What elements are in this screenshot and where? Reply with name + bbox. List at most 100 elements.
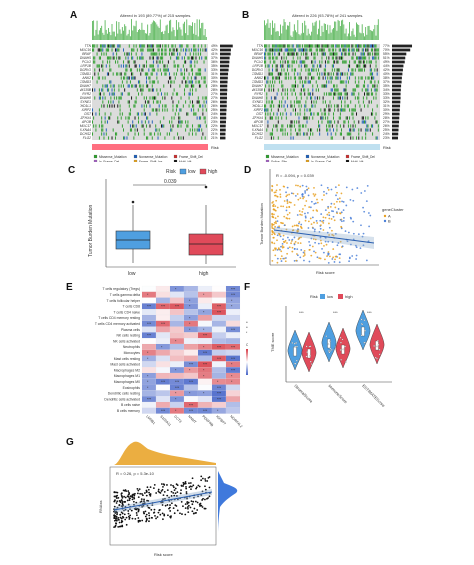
gene-label: RYR2: [82, 92, 91, 96]
mutation-cell: [203, 76, 205, 80]
mutation-cell: [115, 136, 116, 140]
g-point: [128, 491, 130, 494]
g-point: [192, 484, 195, 487]
mutation-cell: [375, 60, 377, 64]
gene-bar: [220, 80, 228, 84]
mutation-cell: [124, 76, 126, 80]
d-point: [285, 195, 288, 198]
mutation-cell: [361, 116, 363, 120]
mutation-cell: [358, 68, 360, 72]
mutation-cell: [266, 108, 268, 112]
mutation-cell: [308, 72, 310, 76]
top-bar: [264, 20, 265, 40]
mutation-cell: [300, 92, 302, 96]
mutation-cell: [324, 108, 326, 112]
mutation-cell: [116, 56, 118, 60]
mutation-cell: [189, 64, 191, 68]
d-point: [273, 213, 275, 216]
mutation-cell: [128, 92, 130, 96]
mutation-cell: [144, 100, 146, 104]
heatmap-sig: ***: [217, 386, 222, 390]
g-point: [115, 495, 117, 498]
mutation-cell: [111, 92, 113, 96]
mutation-cell: [316, 72, 318, 76]
heatmap-col-label: IGFBP7: [215, 414, 226, 425]
mutation-cell: [375, 44, 377, 48]
d-point: [331, 229, 333, 232]
mutation-cell: [327, 76, 329, 80]
mutation-cell: [142, 124, 144, 128]
d-point: [351, 188, 354, 191]
mutation-cell: [319, 76, 321, 80]
mutation-cell: [192, 124, 193, 128]
mutation-cell: [345, 116, 347, 120]
mutation-cell: [201, 44, 203, 48]
mutation-cell: [108, 44, 110, 48]
mutation-cell: [172, 108, 174, 112]
d-point: [339, 240, 342, 243]
mutation-cell: [298, 76, 300, 80]
legend-swatch: [345, 159, 350, 162]
heatmap-sig: *: [147, 386, 149, 390]
mutation-cell: [198, 72, 200, 76]
g-point: [119, 516, 122, 519]
mutation-cell: [272, 72, 273, 76]
mutation-cell: [324, 116, 326, 120]
mutation-cell: [156, 76, 158, 80]
top-bar: [293, 24, 295, 40]
mutation-cell: [343, 88, 345, 92]
g-point: [198, 503, 201, 506]
mutation-cell: [347, 120, 349, 124]
mutation-cell: [278, 100, 280, 104]
mutation-cell: [329, 128, 331, 132]
mutation-cell: [301, 44, 303, 48]
heatmap-cell: [198, 396, 212, 402]
g-point: [188, 482, 190, 485]
mutation-cell: [148, 100, 150, 104]
gene-label: ADGRV1: [252, 68, 263, 72]
mutation-cell: [331, 88, 333, 92]
mutation-cell: [321, 44, 323, 48]
mutation-cell: [362, 100, 364, 104]
mutation-cell: [308, 92, 310, 96]
mutation-cell: [118, 96, 120, 100]
legend-label: Nonsense_Mutation: [139, 155, 168, 159]
mutation-cell: [345, 92, 347, 96]
mutation-cell: [358, 132, 360, 136]
mutation-cell: [181, 44, 183, 48]
g-point: [153, 483, 156, 486]
top-bar: [276, 30, 278, 40]
mutation-cell: [177, 56, 179, 60]
g-point: [194, 500, 197, 503]
d-legend-b: B: [388, 219, 391, 224]
mutation-cell: [281, 44, 283, 48]
mutation-cell: [361, 48, 363, 52]
g-point: [186, 506, 189, 508]
mutation-cell: [377, 48, 379, 52]
mutation-cell: [135, 52, 137, 56]
mutation-cell: [131, 48, 133, 52]
mutation-cell: [365, 128, 367, 132]
f-legend-title: Risk: [310, 294, 318, 299]
g-point: [139, 501, 142, 504]
mutation-cell: [346, 76, 348, 80]
d-point: [334, 206, 337, 209]
mutation-cell: [197, 48, 199, 52]
top-bar: [272, 20, 273, 40]
top-bar: [351, 31, 353, 40]
mutation-cell: [204, 104, 206, 108]
mutation-cell: [370, 48, 372, 52]
mutation-cell: [148, 44, 150, 48]
heatmap-cell: [142, 390, 156, 397]
mutation-cell: [290, 52, 292, 56]
mutation-cell: [304, 80, 306, 84]
mutation-cell: [113, 104, 115, 108]
heatmap-cell: [184, 326, 198, 333]
heatmap-cell: [142, 320, 156, 327]
mutation-cell: [322, 52, 324, 56]
d-point: [303, 259, 305, 262]
gene-pct: 70%: [383, 48, 390, 52]
heatmap-sig: ***: [175, 386, 180, 390]
mutation-cell: [110, 68, 112, 72]
mutation-cell: [140, 48, 142, 52]
